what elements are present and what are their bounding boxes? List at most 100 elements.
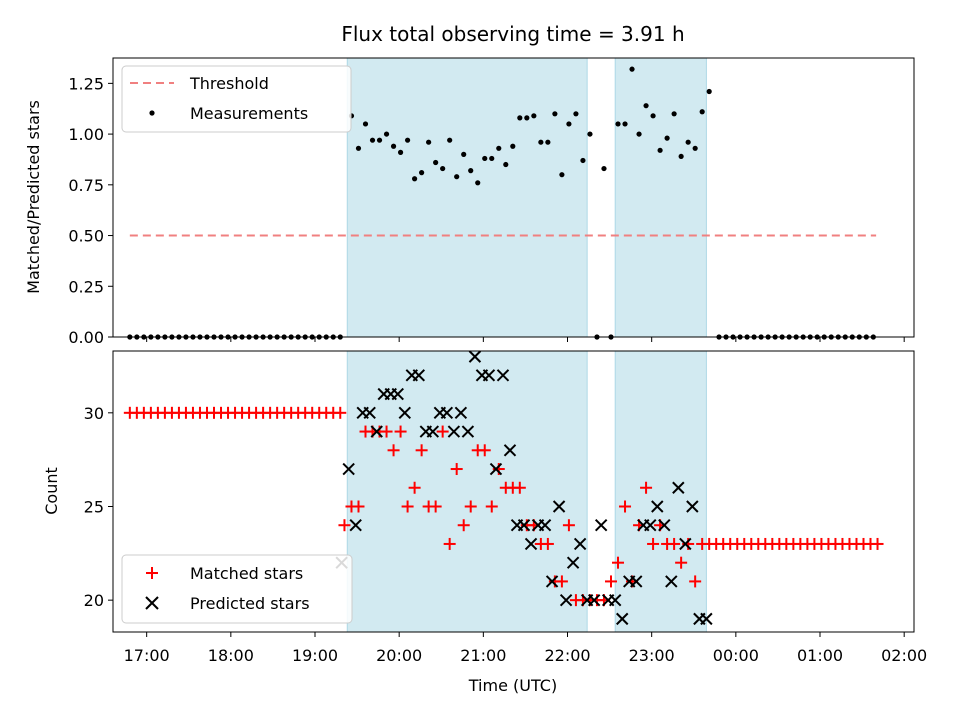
matched-point (478, 444, 491, 457)
predicted-point (658, 519, 671, 532)
measurement-point (657, 147, 663, 153)
measurement-point (566, 121, 572, 127)
matched-point (415, 444, 428, 457)
predicted-point (700, 612, 713, 626)
x-tick-label: 23:00 (629, 646, 675, 665)
measurement-point (412, 176, 418, 182)
measurement-point (510, 143, 516, 149)
predicted-point (559, 593, 573, 607)
measurement-point (362, 121, 369, 127)
matched-point (338, 519, 351, 532)
measurement-point (496, 145, 502, 151)
predicted-point (503, 444, 517, 457)
measurement-point (419, 170, 425, 176)
measurement-point (503, 161, 509, 168)
predicted-point (594, 519, 608, 532)
predicted-point (426, 425, 440, 438)
measurement-point (678, 153, 684, 160)
measurement-point (440, 165, 446, 172)
measurement-point (573, 111, 579, 117)
predicted-point (651, 500, 664, 513)
x-tick-label: 18:00 (208, 646, 254, 665)
top-legend-box (121, 65, 352, 133)
matched-point (703, 537, 716, 550)
bottom-legend-box (121, 554, 353, 624)
x-tick-label: 21:00 (460, 646, 506, 665)
measurement-point (587, 131, 593, 137)
measurement-point (580, 157, 586, 164)
y-tick-label: 0.75 (68, 176, 104, 195)
matched-point (457, 519, 470, 532)
predicted-point (552, 500, 566, 513)
measurement-point (390, 143, 397, 149)
predicted-point (496, 369, 510, 382)
x-tick-label: 02:00 (881, 646, 927, 665)
top-ylabel: Matched/Predicted stars (24, 100, 43, 294)
matched-point (464, 500, 477, 513)
measurement-point (601, 165, 607, 172)
predicted-point (440, 406, 454, 420)
y-tick-label: 0.50 (68, 227, 104, 246)
measurement-point (650, 113, 656, 119)
legend-matched-swatch (146, 567, 158, 579)
measurement-point (699, 109, 705, 115)
matched-point (640, 481, 653, 494)
predicted-point (398, 406, 411, 420)
legend-matched-label: Matched stars (190, 564, 303, 583)
legend-measurements-swatch (149, 110, 155, 116)
matched-point (352, 500, 365, 513)
measurement-point (524, 115, 530, 121)
measurement-point (517, 115, 523, 121)
matched-point (387, 444, 400, 457)
measurement-point (454, 174, 460, 180)
bottom-axes-frame (112, 350, 915, 633)
measurement-point (404, 137, 411, 143)
bottom-ylabel: Count (42, 467, 61, 515)
measurement-point (692, 145, 698, 151)
predicted-point (363, 406, 376, 420)
top-axes-frame (112, 57, 915, 338)
shaded-span (346, 57, 588, 338)
measurement-point (685, 139, 691, 145)
legend-predicted-label: Predicted stars (190, 594, 310, 613)
measurement-point (447, 137, 453, 143)
y-tick-label: 0.00 (68, 328, 104, 347)
matched-point (541, 537, 554, 550)
shaded-span (614, 57, 707, 338)
predicted-point (517, 519, 531, 532)
bottom-xlabel: Time (UTC) (468, 676, 557, 695)
predicted-point (391, 387, 404, 401)
predicted-point (468, 350, 482, 363)
predicted-point (587, 593, 601, 607)
measurement-point (538, 139, 544, 145)
matched-point (604, 575, 617, 588)
predicted-point (454, 406, 468, 420)
measurement-point (475, 180, 481, 186)
matched-point (562, 519, 575, 532)
shaded-span (614, 350, 707, 633)
measurement-point (622, 121, 628, 127)
legend-predicted-swatch (145, 596, 159, 610)
matched-point (485, 500, 498, 513)
predicted-point (630, 575, 643, 588)
measurement-point (706, 88, 712, 95)
predicted-point (686, 500, 699, 513)
measurement-point (355, 145, 362, 151)
predicted-point (447, 425, 461, 438)
measurement-point (433, 159, 439, 166)
matched-point (871, 537, 884, 550)
measurement-point (426, 139, 432, 145)
x-tick-label: 01:00 (797, 646, 843, 665)
matched-point (408, 481, 421, 494)
measurement-point (482, 155, 488, 162)
measurement-point (559, 172, 565, 178)
predicted-point (412, 369, 426, 382)
predicted-point (538, 519, 552, 532)
predicted-point (545, 575, 559, 588)
matched-point (555, 575, 568, 588)
matched-point (334, 406, 347, 419)
predicted-point (573, 537, 587, 551)
measurement-point (636, 131, 642, 137)
measurement-point (643, 103, 649, 109)
predicted-point (644, 519, 657, 532)
